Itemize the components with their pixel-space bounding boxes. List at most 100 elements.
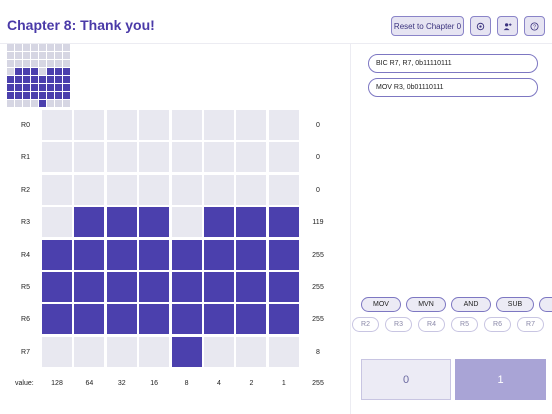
bit-cell[interactable] [106,142,137,173]
column-bit-value: 128 [51,380,63,387]
bit-cell[interactable] [106,110,137,140]
bit-cell[interactable] [74,110,105,140]
opcode-button-sub[interactable]: SUB [496,297,534,312]
bit-cell[interactable] [268,207,299,238]
register-button-r6[interactable]: R6 [484,317,511,332]
bit-cell[interactable] [106,239,137,270]
bit-cell[interactable] [106,272,137,302]
register-button-r3[interactable]: R3 [385,317,412,332]
bit-cell[interactable] [204,239,234,270]
add-user-button[interactable] [497,16,518,36]
preview-pixel [7,68,14,75]
bit-cell[interactable] [42,174,72,205]
bit-cell[interactable] [171,304,202,335]
bit-cell[interactable] [236,207,267,238]
bit-cell[interactable] [236,110,267,140]
bit-cell[interactable] [268,174,299,205]
opcode-button-mov[interactable]: MOV [361,297,401,312]
bit-cell[interactable] [204,110,234,140]
preview-pixel [39,68,46,75]
instruction-line[interactable]: BIC R7, R7, 0b11110111 [368,54,538,73]
bit-cell[interactable] [204,207,234,238]
bit-cell[interactable] [171,174,202,205]
preview-pixel [55,44,62,51]
bit-cell[interactable] [74,239,105,270]
opcode-button-more[interactable] [539,297,552,312]
bit-cell[interactable] [268,142,299,173]
bit-cell[interactable] [171,142,202,173]
help-button[interactable]: ? [524,16,545,36]
bit-cell[interactable] [42,142,72,173]
bit-cell[interactable] [139,336,170,367]
bit-cell[interactable] [74,142,105,173]
bit-cell[interactable] [139,207,170,238]
bit-cell[interactable] [42,207,72,238]
bit-cell[interactable] [171,207,202,238]
bit-cell[interactable] [204,304,234,335]
register-button-r2[interactable]: R2 [352,317,379,332]
bit-cell[interactable] [42,304,72,335]
bit-cell[interactable] [236,174,267,205]
preview-pixel [15,60,22,67]
preview-pixel [23,76,30,83]
settings-button[interactable] [470,16,491,36]
bit-cell[interactable] [106,304,137,335]
preview-pixel [23,60,30,67]
bit-cell[interactable] [139,110,170,140]
bit-cell[interactable] [106,174,137,205]
preview-pixel [23,68,30,75]
bit-cell[interactable] [236,142,267,173]
bit-cell[interactable] [171,239,202,270]
bit-one-button[interactable]: 1 [455,359,546,400]
opcode-button-mvn[interactable]: MVN [406,297,446,312]
bit-cell[interactable] [74,336,105,367]
bit-cell[interactable] [268,336,299,367]
bit-cell[interactable] [42,272,72,302]
bit-cell[interactable] [171,110,202,140]
bit-cell[interactable] [204,272,234,302]
bit-cell[interactable] [204,336,234,367]
bit-cell[interactable] [74,304,105,335]
bit-cell[interactable] [106,207,137,238]
bit-cell[interactable] [106,336,137,367]
reset-chapter-button[interactable]: Reset to Chapter 0 [391,16,464,36]
bit-cell[interactable] [236,239,267,270]
bit-cell[interactable] [204,142,234,173]
opcode-button-and[interactable]: AND [451,297,491,312]
bit-cell[interactable] [268,239,299,270]
bit-cell[interactable] [204,174,234,205]
bit-cell[interactable] [236,272,267,302]
bit-cell[interactable] [42,336,72,367]
preview-pixel [31,60,38,67]
bit-cell[interactable] [139,142,170,173]
preview-pixel [15,100,22,107]
bit-zero-button[interactable]: 0 [361,359,451,400]
bit-cell[interactable] [236,336,267,367]
register-button-r7[interactable]: R7 [517,317,544,332]
bit-cell[interactable] [42,110,72,140]
bit-cell[interactable] [236,304,267,335]
preview-pixel [39,52,46,59]
preview-pixel [55,100,62,107]
instruction-line[interactable]: MOV R3, 0b01110111 [368,78,538,97]
preview-pixel [47,52,54,59]
bit-cell[interactable] [42,239,72,270]
bit-cell[interactable] [171,336,202,367]
bit-cell[interactable] [139,304,170,335]
bit-cell[interactable] [268,272,299,302]
register-button-r5[interactable]: R5 [451,317,478,332]
bit-cell[interactable] [74,174,105,205]
bit-cell[interactable] [74,207,105,238]
bit-cell[interactable] [139,272,170,302]
preview-pixel [39,76,46,83]
bit-cell[interactable] [171,272,202,302]
bit-cell[interactable] [268,304,299,335]
help-icon: ? [530,21,539,31]
bit-cell[interactable] [139,174,170,205]
header-divider [0,43,552,44]
bit-cell[interactable] [268,110,299,140]
bit-cell[interactable] [74,272,105,302]
register-button-r4[interactable]: R4 [418,317,445,332]
preview-pixel [7,84,14,91]
bit-cell[interactable] [139,239,170,270]
